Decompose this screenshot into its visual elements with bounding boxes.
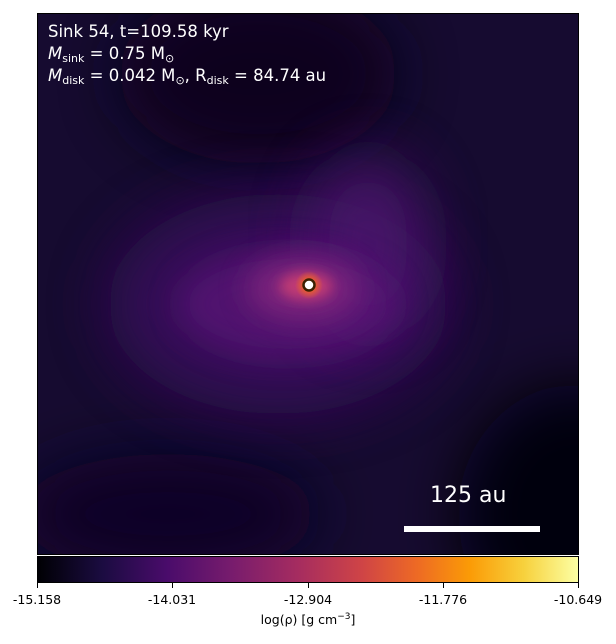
colorbar-tick-label: -11.776 — [418, 592, 468, 607]
sink-info: Sink 54, t=109.58 kyr — [48, 22, 229, 41]
sink-mass: Msink = 0.75 M⊙ — [48, 44, 175, 65]
disk-properties: Mdisk = 0.042 M⊙, Rdisk = 84.74 au — [48, 66, 327, 87]
colorbar-axis-label: log(ρ) [g cm−3] — [260, 612, 356, 628]
colorbar-tick — [37, 583, 38, 588]
density-map — [38, 14, 578, 554]
colorbar-tick-label: -15.158 — [12, 592, 62, 607]
scalebar — [404, 526, 540, 532]
colorbar-tick — [308, 583, 309, 588]
colorbar-tick — [443, 583, 444, 588]
sink-marker — [302, 278, 316, 292]
colorbar-tick-label: -14.031 — [147, 592, 197, 607]
colorbar-tick-label: -10.649 — [553, 592, 603, 607]
colorbar — [37, 556, 579, 583]
colorbar-tick — [172, 583, 173, 588]
colorbar-tick — [578, 583, 579, 588]
scalebar-label: 125 au — [430, 483, 507, 508]
density-image: Sink 54, t=109.58 kyr Msink = 0.75 M⊙ Md… — [37, 13, 579, 555]
colorbar-tick-label: -12.904 — [283, 592, 333, 607]
